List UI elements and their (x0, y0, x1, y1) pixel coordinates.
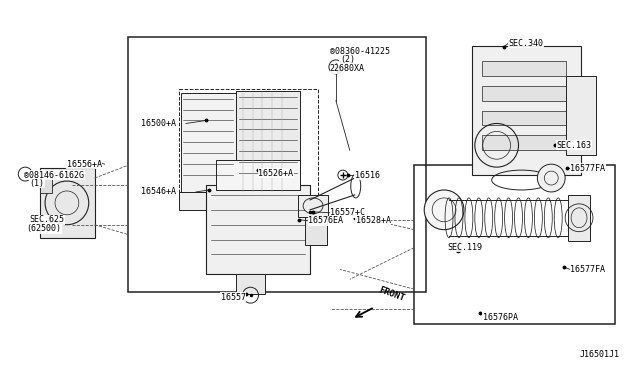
Bar (566, 76, 596, 155)
Bar (40, 173, 52, 193)
Bar (206, 185, 310, 274)
Bar (179, 192, 303, 210)
Text: 16500+A: 16500+A (141, 119, 176, 128)
Text: 22680XA: 22680XA (330, 64, 365, 73)
Text: ®08360-41225: ®08360-41225 (330, 46, 390, 55)
Text: FRONT: FRONT (378, 285, 406, 303)
Text: (1): (1) (29, 179, 44, 187)
Bar (129, 37, 426, 292)
Text: 16557+C: 16557+C (330, 208, 365, 217)
Bar (181, 93, 236, 192)
Bar (179, 89, 318, 208)
Bar (482, 61, 566, 76)
Text: SEC.119: SEC.119 (447, 243, 482, 252)
Text: 16557: 16557 (221, 293, 246, 302)
Text: 16556+A: 16556+A (67, 160, 102, 169)
Text: B: B (24, 171, 27, 177)
Text: SEC.625: SEC.625 (29, 215, 64, 224)
Text: (2): (2) (340, 55, 355, 64)
Bar (305, 215, 327, 244)
Bar (40, 168, 95, 238)
Text: 16546+A: 16546+A (141, 187, 176, 196)
Circle shape (424, 190, 464, 230)
Bar (216, 160, 300, 190)
Text: SEC.340: SEC.340 (509, 39, 543, 48)
Bar (236, 274, 266, 294)
Text: 16526+A: 16526+A (259, 169, 294, 177)
Text: 16516: 16516 (355, 171, 380, 180)
Text: 16577FA: 16577FA (570, 265, 605, 274)
Bar (482, 135, 566, 150)
Bar (472, 46, 581, 175)
Text: 16576PA: 16576PA (483, 312, 518, 321)
Bar (568, 195, 590, 241)
Circle shape (538, 164, 565, 192)
Text: J16501J1: J16501J1 (580, 350, 620, 359)
Text: 16576EA: 16576EA (308, 216, 343, 225)
Bar (236, 91, 300, 195)
Bar (298, 195, 328, 217)
Bar (482, 110, 566, 125)
Text: SEC.163: SEC.163 (556, 141, 591, 150)
Text: 16528+A: 16528+A (356, 216, 391, 225)
Text: (62500): (62500) (26, 224, 61, 233)
Bar (482, 86, 566, 101)
Bar (414, 165, 615, 324)
Text: ®08146-6162G: ®08146-6162G (24, 171, 84, 180)
Text: 16577FA: 16577FA (570, 164, 605, 173)
